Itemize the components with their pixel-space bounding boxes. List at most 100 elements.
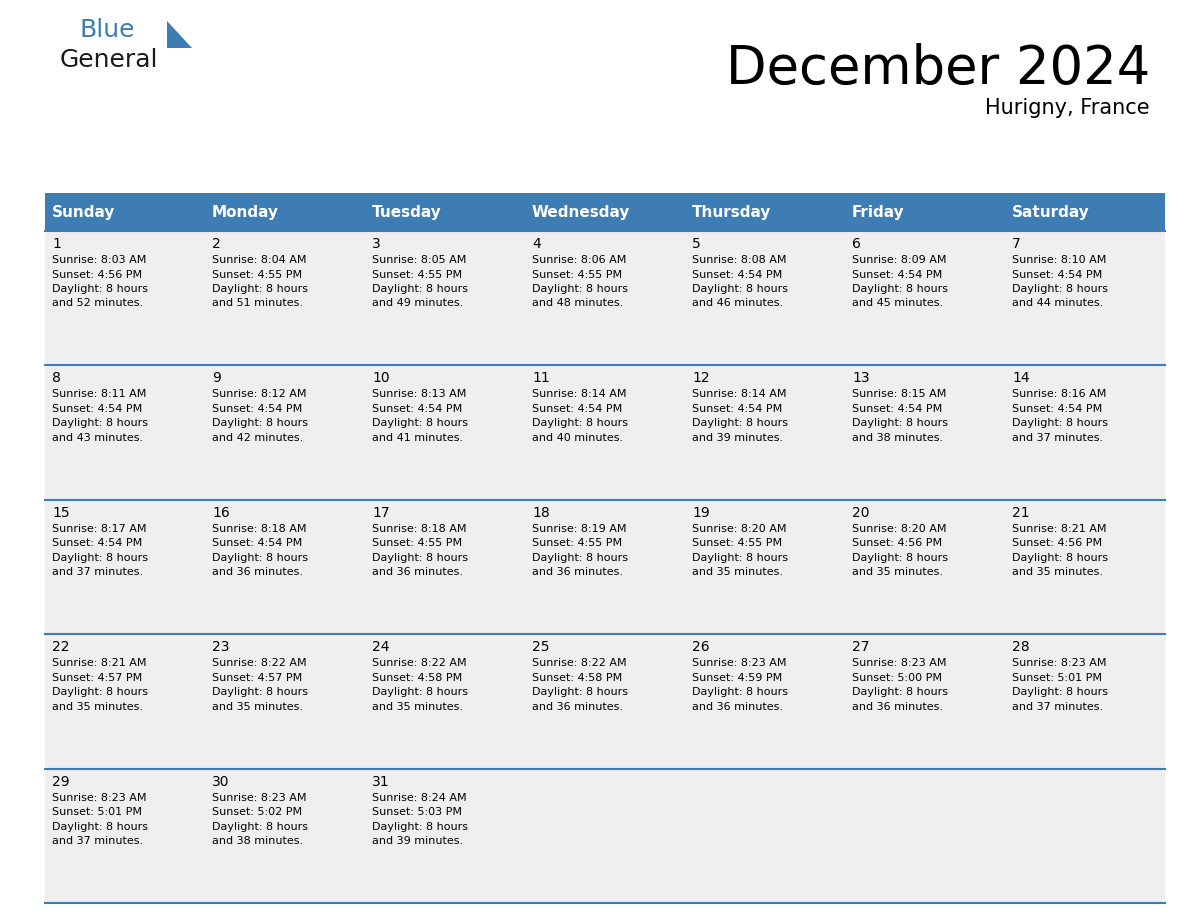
- Text: Tuesday: Tuesday: [372, 205, 442, 219]
- Text: Sunrise: 8:22 AM: Sunrise: 8:22 AM: [372, 658, 467, 668]
- Text: and 35 minutes.: and 35 minutes.: [852, 567, 943, 577]
- Text: Sunset: 4:54 PM: Sunset: 4:54 PM: [372, 404, 462, 414]
- Text: 14: 14: [1012, 372, 1030, 386]
- Bar: [1005, 193, 1165, 231]
- Text: Sunday: Sunday: [52, 205, 115, 219]
- Text: Sunset: 5:01 PM: Sunset: 5:01 PM: [52, 807, 143, 817]
- Text: Sunset: 4:58 PM: Sunset: 4:58 PM: [372, 673, 462, 683]
- Bar: [45, 193, 206, 231]
- Text: Sunset: 5:00 PM: Sunset: 5:00 PM: [852, 673, 942, 683]
- Text: Sunset: 5:02 PM: Sunset: 5:02 PM: [211, 807, 302, 817]
- Text: and 36 minutes.: and 36 minutes.: [691, 701, 783, 711]
- Text: General: General: [61, 48, 158, 72]
- Text: Daylight: 8 hours: Daylight: 8 hours: [372, 822, 468, 832]
- Text: 18: 18: [532, 506, 550, 520]
- Text: Saturday: Saturday: [1012, 205, 1089, 219]
- Text: Sunset: 4:54 PM: Sunset: 4:54 PM: [852, 270, 942, 279]
- Text: 2: 2: [211, 237, 221, 251]
- Text: and 37 minutes.: and 37 minutes.: [1012, 701, 1104, 711]
- Text: Daylight: 8 hours: Daylight: 8 hours: [211, 553, 308, 563]
- Text: Sunrise: 8:23 AM: Sunrise: 8:23 AM: [852, 658, 947, 668]
- Text: Sunset: 4:57 PM: Sunset: 4:57 PM: [52, 673, 143, 683]
- Text: Daylight: 8 hours: Daylight: 8 hours: [1012, 284, 1108, 294]
- Text: Sunrise: 8:05 AM: Sunrise: 8:05 AM: [372, 255, 467, 265]
- Text: Sunrise: 8:23 AM: Sunrise: 8:23 AM: [52, 792, 146, 802]
- Text: Daylight: 8 hours: Daylight: 8 hours: [852, 284, 948, 294]
- Text: Daylight: 8 hours: Daylight: 8 hours: [1012, 419, 1108, 429]
- Text: Sunrise: 8:23 AM: Sunrise: 8:23 AM: [1012, 658, 1106, 668]
- Text: 22: 22: [52, 640, 70, 655]
- Text: Daylight: 8 hours: Daylight: 8 hours: [532, 419, 628, 429]
- Text: Sunrise: 8:21 AM: Sunrise: 8:21 AM: [1012, 524, 1106, 533]
- Text: Daylight: 8 hours: Daylight: 8 hours: [691, 284, 788, 294]
- Text: Daylight: 8 hours: Daylight: 8 hours: [532, 284, 628, 294]
- Text: Sunset: 4:54 PM: Sunset: 4:54 PM: [691, 404, 782, 414]
- Text: 29: 29: [52, 775, 70, 789]
- Text: Sunrise: 8:09 AM: Sunrise: 8:09 AM: [852, 255, 947, 265]
- Text: Daylight: 8 hours: Daylight: 8 hours: [852, 688, 948, 697]
- Text: Sunrise: 8:10 AM: Sunrise: 8:10 AM: [1012, 255, 1106, 265]
- Text: Sunset: 4:54 PM: Sunset: 4:54 PM: [211, 538, 302, 548]
- Text: Sunrise: 8:04 AM: Sunrise: 8:04 AM: [211, 255, 307, 265]
- Text: Daylight: 8 hours: Daylight: 8 hours: [852, 553, 948, 563]
- Text: Monday: Monday: [211, 205, 279, 219]
- Text: 21: 21: [1012, 506, 1030, 520]
- Text: 3: 3: [372, 237, 380, 251]
- Text: Daylight: 8 hours: Daylight: 8 hours: [372, 284, 468, 294]
- Text: Sunrise: 8:22 AM: Sunrise: 8:22 AM: [532, 658, 626, 668]
- Text: Daylight: 8 hours: Daylight: 8 hours: [691, 419, 788, 429]
- Text: Sunrise: 8:23 AM: Sunrise: 8:23 AM: [691, 658, 786, 668]
- Text: Thursday: Thursday: [691, 205, 771, 219]
- Text: Sunset: 4:54 PM: Sunset: 4:54 PM: [52, 404, 143, 414]
- Text: 30: 30: [211, 775, 229, 789]
- Text: and 36 minutes.: and 36 minutes.: [532, 701, 623, 711]
- Text: 20: 20: [852, 506, 870, 520]
- Bar: [845, 193, 1005, 231]
- Text: Daylight: 8 hours: Daylight: 8 hours: [1012, 553, 1108, 563]
- Text: Sunset: 4:54 PM: Sunset: 4:54 PM: [1012, 404, 1102, 414]
- Text: Daylight: 8 hours: Daylight: 8 hours: [52, 284, 148, 294]
- Text: 16: 16: [211, 506, 229, 520]
- Text: Sunset: 4:54 PM: Sunset: 4:54 PM: [1012, 270, 1102, 279]
- Text: and 39 minutes.: and 39 minutes.: [691, 433, 783, 442]
- Text: 25: 25: [532, 640, 550, 655]
- Text: and 48 minutes.: and 48 minutes.: [532, 298, 624, 308]
- Text: Sunset: 4:56 PM: Sunset: 4:56 PM: [852, 538, 942, 548]
- Text: 13: 13: [852, 372, 870, 386]
- Text: Sunrise: 8:03 AM: Sunrise: 8:03 AM: [52, 255, 146, 265]
- Text: and 36 minutes.: and 36 minutes.: [372, 567, 463, 577]
- Text: Sunset: 4:54 PM: Sunset: 4:54 PM: [52, 538, 143, 548]
- Text: 8: 8: [52, 372, 61, 386]
- Text: and 35 minutes.: and 35 minutes.: [1012, 567, 1102, 577]
- Text: Sunrise: 8:15 AM: Sunrise: 8:15 AM: [852, 389, 947, 399]
- Text: Sunrise: 8:08 AM: Sunrise: 8:08 AM: [691, 255, 786, 265]
- Text: Daylight: 8 hours: Daylight: 8 hours: [211, 419, 308, 429]
- Text: Wednesday: Wednesday: [532, 205, 631, 219]
- Text: Sunset: 4:55 PM: Sunset: 4:55 PM: [532, 270, 623, 279]
- Bar: [45, 365, 1165, 499]
- Text: Sunrise: 8:14 AM: Sunrise: 8:14 AM: [691, 389, 786, 399]
- Text: 26: 26: [691, 640, 709, 655]
- Text: and 37 minutes.: and 37 minutes.: [1012, 433, 1104, 442]
- Text: 7: 7: [1012, 237, 1020, 251]
- Text: Daylight: 8 hours: Daylight: 8 hours: [691, 553, 788, 563]
- Text: and 35 minutes.: and 35 minutes.: [211, 701, 303, 711]
- Text: 28: 28: [1012, 640, 1030, 655]
- Text: 27: 27: [852, 640, 870, 655]
- Text: Daylight: 8 hours: Daylight: 8 hours: [691, 688, 788, 697]
- Bar: [685, 193, 845, 231]
- Text: Sunrise: 8:20 AM: Sunrise: 8:20 AM: [691, 524, 786, 533]
- Text: Sunrise: 8:06 AM: Sunrise: 8:06 AM: [532, 255, 626, 265]
- Text: Sunrise: 8:23 AM: Sunrise: 8:23 AM: [211, 792, 307, 802]
- Text: December 2024: December 2024: [726, 43, 1150, 95]
- Text: Sunset: 4:56 PM: Sunset: 4:56 PM: [1012, 538, 1102, 548]
- Text: 11: 11: [532, 372, 550, 386]
- Text: and 49 minutes.: and 49 minutes.: [372, 298, 463, 308]
- Text: and 42 minutes.: and 42 minutes.: [211, 433, 303, 442]
- Text: Blue: Blue: [80, 18, 135, 42]
- Bar: [206, 193, 365, 231]
- Text: and 37 minutes.: and 37 minutes.: [52, 567, 143, 577]
- Text: 19: 19: [691, 506, 709, 520]
- Text: Sunset: 4:56 PM: Sunset: 4:56 PM: [52, 270, 143, 279]
- Text: and 36 minutes.: and 36 minutes.: [852, 701, 943, 711]
